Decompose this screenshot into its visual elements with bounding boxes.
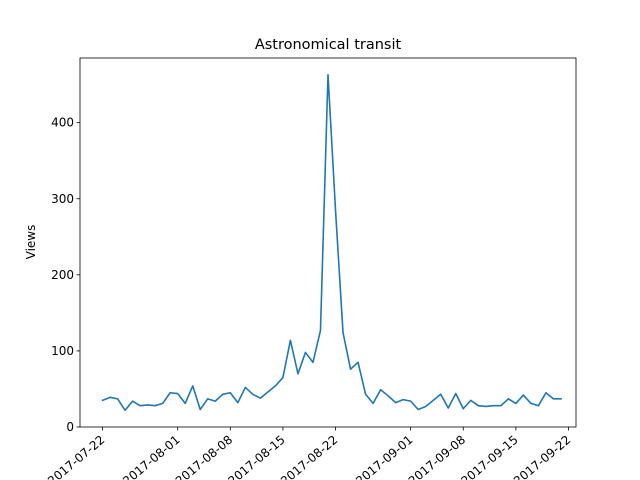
data-point: [470, 399, 472, 401]
data-point: [192, 385, 194, 387]
y-axis-label: Views: [24, 225, 38, 260]
data-point: [500, 405, 502, 407]
data-point: [357, 361, 359, 363]
data-point: [522, 394, 524, 396]
x-tick-label: 2017-08-01: [120, 433, 182, 480]
data-point: [169, 392, 171, 394]
data-point: [425, 405, 427, 408]
data-point: [252, 393, 254, 395]
data-point: [402, 399, 404, 401]
data-point: [214, 400, 216, 402]
data-point: [267, 391, 269, 393]
data-point: [455, 392, 457, 395]
data-point: [289, 339, 292, 341]
data-point: [342, 332, 344, 334]
series-line: [101, 73, 562, 412]
y-tick-label: 300: [51, 192, 74, 206]
x-tick-label: 2017-09-08: [406, 433, 468, 480]
chart-title: Astronomical transit: [255, 37, 402, 53]
data-point: [132, 400, 134, 402]
data-point: [304, 351, 307, 354]
data-point: [147, 404, 149, 406]
data-point: [530, 402, 532, 405]
x-tick-label: 2017-07-22: [45, 433, 107, 480]
x-tick-label: 2017-09-15: [458, 433, 520, 480]
data-point: [417, 408, 419, 411]
data-point: [432, 399, 434, 401]
data-point: [244, 386, 246, 389]
data-point: [515, 402, 517, 405]
data-point: [507, 398, 509, 400]
data-point: [154, 405, 156, 407]
data-point: [560, 398, 562, 400]
data-point: [199, 408, 201, 411]
data-point: [222, 393, 224, 395]
data-point: [545, 392, 547, 394]
x-tick-label: 2017-08-08: [173, 433, 235, 480]
data-point: [101, 399, 104, 401]
y-tick-label: 200: [51, 268, 74, 282]
data-point: [109, 396, 111, 398]
data-point: [207, 398, 209, 400]
data-point: [334, 209, 337, 211]
data-point: [116, 398, 119, 400]
y-tick-label: 0: [66, 420, 74, 434]
data-point: [297, 373, 299, 375]
data-point: [349, 368, 352, 370]
series-points: [101, 74, 562, 411]
data-point: [387, 395, 389, 397]
data-point: [237, 402, 239, 404]
data-point: [380, 389, 382, 391]
data-point: [364, 393, 367, 395]
data-point: [162, 402, 164, 405]
data-point: [462, 408, 464, 410]
data-point: [327, 74, 329, 76]
data-point: [274, 385, 276, 387]
data-point: [139, 405, 141, 407]
data-point: [395, 402, 397, 404]
y-tick-label: 100: [51, 344, 74, 358]
x-tick-label: 2017-09-22: [511, 433, 573, 480]
data-point: [282, 376, 284, 379]
plot-frame: [79, 57, 577, 428]
data-point: [485, 405, 487, 408]
data-point: [492, 405, 494, 407]
x-tick-label: 2017-09-01: [353, 433, 415, 480]
data-point: [440, 393, 442, 395]
x-tick-label: 2017-08-22: [278, 433, 340, 480]
data-point: [229, 392, 231, 394]
data-point: [259, 397, 261, 399]
data-point: [552, 398, 555, 400]
y-tick-label: 400: [51, 116, 74, 130]
data-point: [319, 329, 322, 331]
data-point: [477, 405, 479, 407]
data-point: [410, 400, 412, 402]
data-point: [537, 405, 540, 407]
data-point: [447, 407, 449, 409]
data-point: [372, 402, 374, 405]
data-point: [184, 402, 186, 405]
x-tick-label: 2017-08-15: [225, 433, 287, 480]
data-point: [177, 392, 179, 395]
data-point: [124, 409, 126, 411]
data-point: [312, 361, 314, 363]
